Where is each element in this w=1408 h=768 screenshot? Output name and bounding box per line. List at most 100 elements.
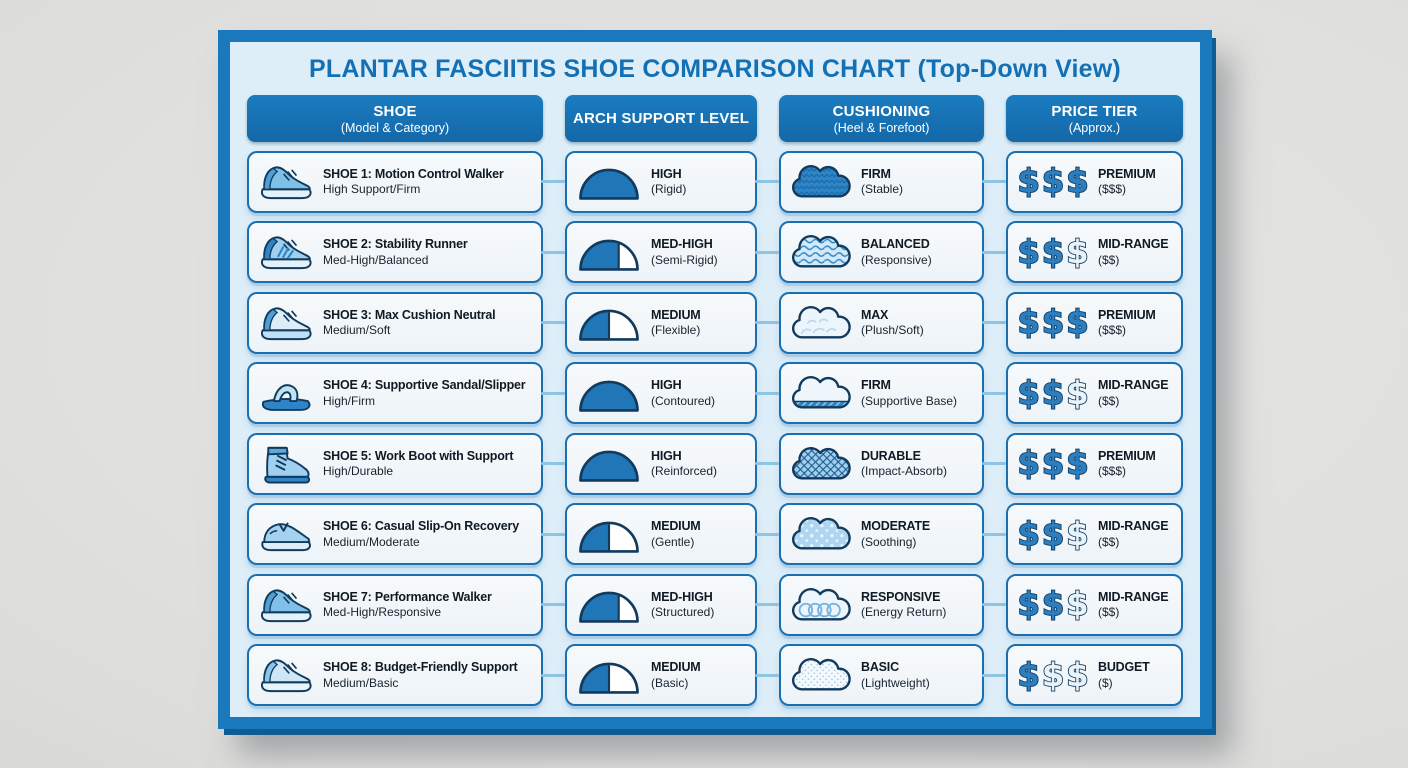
arch-detail: (Reinforced) bbox=[651, 464, 718, 479]
svg-text:$: $ bbox=[1066, 374, 1088, 412]
dollar-signs-icon: $ $ $ bbox=[1016, 444, 1092, 483]
column-header-price-tier: PRICE TIER (Approx.) bbox=[1006, 95, 1183, 142]
cushion-detail: (Plush/Soft) bbox=[861, 323, 924, 338]
cloud-zigzag-icon bbox=[789, 161, 853, 203]
price-tier: PREMIUM bbox=[1098, 307, 1156, 322]
cushion-level: MAX bbox=[861, 307, 889, 322]
shoe-name: SHOE 1: Motion Control Walker bbox=[323, 166, 504, 181]
cushion-detail: (Stable) bbox=[861, 182, 904, 197]
sandal-icon bbox=[257, 371, 315, 415]
arch-support-card: HIGH (Reinforced) bbox=[565, 432, 779, 495]
card-text: SHOE 2: Stability Runner Med-High/Balance… bbox=[323, 236, 468, 267]
arch-support-card: HIGH (Contoured) bbox=[565, 362, 779, 424]
svg-text:$: $ bbox=[1017, 656, 1039, 694]
price-detail: ($$$) bbox=[1098, 464, 1127, 479]
price-tier-card: $ $ $ PREMIUM ($$$) bbox=[1006, 291, 1183, 354]
shoe-name: SHOE 7: Performance Walker bbox=[323, 589, 492, 604]
card-text: MODERATE (Soothing) bbox=[861, 518, 930, 549]
card-text: MEDIUM (Basic) bbox=[651, 659, 701, 690]
arch-dome-icon bbox=[575, 514, 643, 555]
arch-dome-icon bbox=[575, 161, 643, 202]
arch-dome-icon bbox=[575, 443, 643, 484]
card-text: MID-RANGE ($$) bbox=[1098, 518, 1169, 549]
arch-support-card: MED-HIGH (Semi-Rigid) bbox=[565, 221, 779, 283]
header-label: CUSHIONING bbox=[832, 102, 931, 120]
svg-text:$: $ bbox=[1042, 444, 1064, 482]
card-text: SHOE 1: Motion Control Walker High Suppor… bbox=[323, 166, 504, 197]
cushioning-card: RESPONSIVE (Energy Return) bbox=[779, 573, 1006, 636]
price-tier: MID-RANGE bbox=[1098, 237, 1169, 252]
card-text: MED-HIGH (Semi-Rigid) bbox=[651, 236, 718, 267]
price-tier: PREMIUM bbox=[1098, 448, 1156, 463]
card-text: FIRM (Supportive Base) bbox=[861, 377, 957, 408]
price-detail: ($$) bbox=[1098, 605, 1120, 620]
cushion-level: BASIC bbox=[861, 660, 899, 675]
card-text: RESPONSIVE (Energy Return) bbox=[861, 589, 946, 620]
cloud-puffy-icon bbox=[789, 302, 853, 344]
price-tier: MID-RANGE bbox=[1098, 378, 1169, 393]
price-tier-card: $ $ $ MID-RANGE ($$) bbox=[1006, 221, 1183, 283]
arch-dome-icon bbox=[575, 302, 643, 343]
dollar-signs-icon: $ $ $ bbox=[1016, 515, 1092, 554]
card-text: SHOE 3: Max Cushion Neutral Medium/Soft bbox=[323, 307, 496, 338]
arch-support-card: MEDIUM (Basic) bbox=[565, 644, 779, 706]
cushion-detail: (Supportive Base) bbox=[861, 393, 958, 408]
header-sublabel: (Model & Category) bbox=[340, 120, 450, 135]
budget-sneaker-icon bbox=[257, 653, 315, 697]
cushion-sneaker-icon bbox=[257, 301, 315, 345]
price-tier-card: $ $ $ PREMIUM ($$$) bbox=[1006, 150, 1183, 213]
shoe-card: SHOE 5: Work Boot with Support High/Durab… bbox=[247, 432, 565, 495]
arch-level: MED-HIGH bbox=[651, 237, 713, 252]
arch-detail: (Structured) bbox=[651, 605, 715, 620]
cushion-level: DURABLE bbox=[861, 448, 921, 463]
shoe-name: SHOE 8: Budget-Friendly Support bbox=[323, 660, 518, 675]
svg-text:$: $ bbox=[1042, 233, 1064, 271]
card-text: MED-HIGH (Structured) bbox=[651, 589, 714, 620]
arch-detail: (Rigid) bbox=[651, 182, 687, 197]
svg-text:$: $ bbox=[1017, 444, 1039, 482]
svg-text:$: $ bbox=[1042, 303, 1064, 341]
cushion-level: RESPONSIVE bbox=[861, 589, 941, 604]
cushion-detail: (Impact-Absorb) bbox=[861, 464, 948, 479]
card-text: FIRM (Stable) bbox=[861, 166, 903, 197]
arch-support-card: MED-HIGH (Structured) bbox=[565, 573, 779, 636]
cushioning-card: BALANCED (Responsive) bbox=[779, 221, 1006, 283]
arch-level: MEDIUM bbox=[651, 307, 701, 322]
shoe-name: SHOE 2: Stability Runner bbox=[323, 237, 468, 252]
cushion-level: BALANCED bbox=[861, 237, 930, 252]
column-header-shoe: SHOE (Model & Category) bbox=[247, 95, 543, 142]
card-text: HIGH (Reinforced) bbox=[651, 448, 717, 479]
price-detail: ($$$) bbox=[1098, 182, 1127, 197]
svg-text:$: $ bbox=[1042, 656, 1064, 694]
card-text: BASIC (Lightweight) bbox=[861, 659, 930, 690]
arch-level: MED-HIGH bbox=[651, 589, 713, 604]
shoe-name: SHOE 3: Max Cushion Neutral bbox=[323, 307, 496, 322]
card-text: SHOE 7: Performance Walker Med-High/Respo… bbox=[323, 589, 492, 620]
dollar-signs-icon: $ $ $ bbox=[1016, 303, 1092, 342]
column-header-arch-support: ARCH SUPPORT LEVEL bbox=[565, 95, 757, 142]
price-tier-card: $ $ $ MID-RANGE ($$) bbox=[1006, 362, 1183, 424]
card-text: MEDIUM (Flexible) bbox=[651, 307, 701, 338]
card-text: BALANCED (Responsive) bbox=[861, 236, 932, 267]
shoe-spec: Medium/Soft bbox=[323, 323, 391, 338]
card-text: MID-RANGE ($$) bbox=[1098, 589, 1169, 620]
card-text: SHOE 6: Casual Slip-On Recovery Medium/Mo… bbox=[323, 518, 519, 549]
svg-text:$: $ bbox=[1017, 585, 1039, 623]
dollar-signs-icon: $ $ $ bbox=[1016, 656, 1092, 695]
card-text: PREMIUM ($$$) bbox=[1098, 448, 1156, 479]
svg-text:$: $ bbox=[1066, 515, 1088, 553]
arch-level: HIGH bbox=[651, 448, 682, 463]
card-text: PREMIUM ($$$) bbox=[1098, 166, 1156, 197]
card-text: MEDIUM (Gentle) bbox=[651, 518, 701, 549]
price-tier: MID-RANGE bbox=[1098, 519, 1169, 534]
shoe-card: SHOE 7: Performance Walker Med-High/Respo… bbox=[247, 573, 565, 636]
svg-text:$: $ bbox=[1017, 233, 1039, 271]
svg-text:$: $ bbox=[1042, 374, 1064, 412]
svg-text:$: $ bbox=[1066, 303, 1088, 341]
shoe-spec: Medium/Moderate bbox=[323, 534, 420, 549]
shoe-spec: High Support/Firm bbox=[323, 182, 421, 197]
work-boot-icon bbox=[257, 442, 315, 486]
shoe-card: SHOE 2: Stability Runner Med-High/Balance… bbox=[247, 221, 565, 283]
price-tier-card: $ $ $ MID-RANGE ($$) bbox=[1006, 573, 1183, 636]
arch-detail: (Semi-Rigid) bbox=[651, 252, 718, 267]
